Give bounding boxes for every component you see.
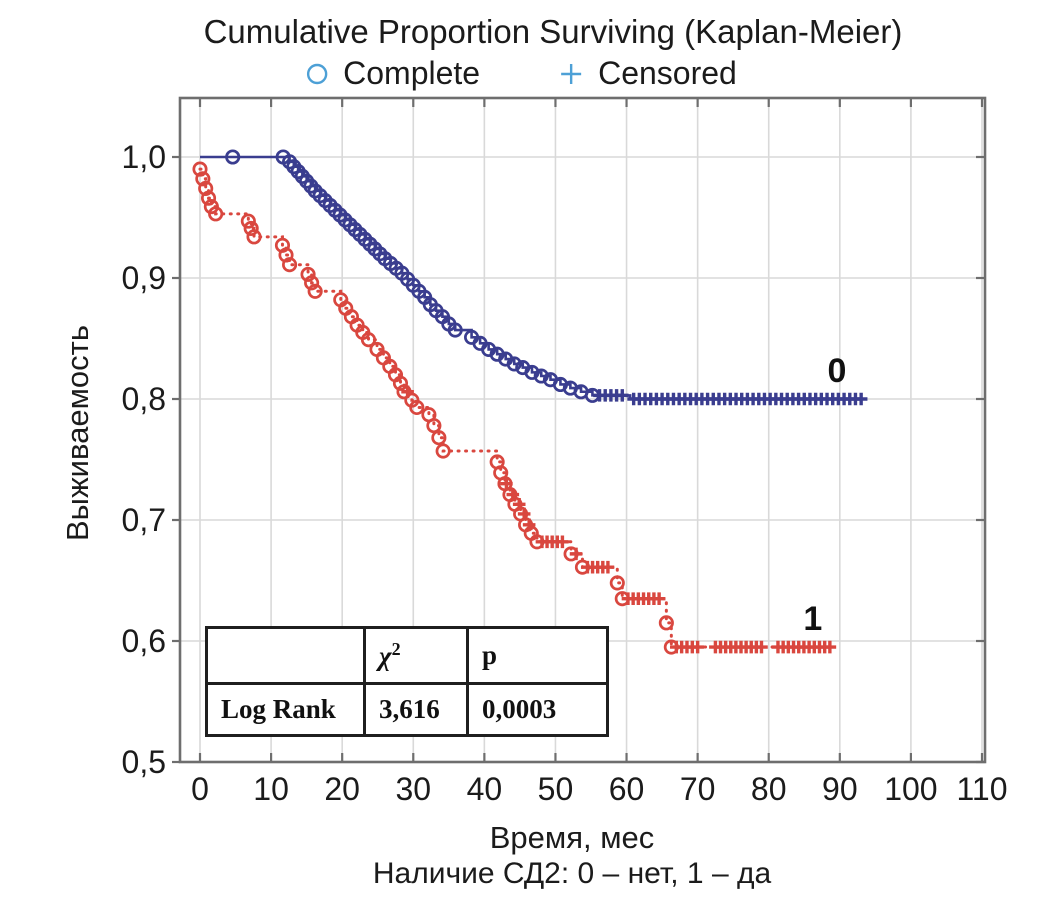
chi2-value-cell: 3,616 bbox=[363, 682, 469, 737]
event-circle-marker-0 bbox=[275, 149, 291, 165]
legend-item-complete: Complete bbox=[305, 55, 480, 92]
x-tick-label: 30 bbox=[395, 771, 431, 807]
y-tick-label: 0,6 bbox=[122, 623, 166, 659]
x-tick-label: 50 bbox=[538, 771, 574, 807]
x-tick-label: 70 bbox=[680, 771, 716, 807]
plot-legend: Complete Censored bbox=[305, 55, 737, 92]
x-tick-label: 20 bbox=[324, 771, 360, 807]
censored-plus-marker-1 bbox=[691, 640, 704, 654]
censored-plus-marker-icon bbox=[561, 63, 582, 84]
legend-label-complete: Complete bbox=[343, 55, 481, 91]
censored-plus-marker-1 bbox=[569, 547, 583, 561]
event-circle-marker-1 bbox=[243, 220, 259, 236]
log-rank-stats-table: χ2 p Log Rank 3,616 0,0003 bbox=[205, 626, 609, 737]
y-tick-label: 0,8 bbox=[122, 381, 166, 417]
event-circle-marker-1 bbox=[195, 171, 211, 187]
legend-item-censored: Censored bbox=[558, 55, 737, 92]
y-tick-label: 0,9 bbox=[122, 260, 166, 296]
chart-title: Cumulative Proportion Surviving (Kaplan-… bbox=[203, 13, 903, 50]
stats-header-empty-cell bbox=[205, 626, 366, 685]
event-circle-marker-1 bbox=[246, 229, 262, 245]
stats-header-chi2-cell: χ2 bbox=[363, 626, 469, 685]
event-circle-marker-1 bbox=[200, 190, 217, 206]
log-rank-label-cell: Log Rank bbox=[205, 682, 366, 737]
x-tick-label: 100 bbox=[884, 771, 937, 807]
chi-superscript: 2 bbox=[391, 639, 401, 659]
censored-plus-marker-0 bbox=[854, 392, 868, 406]
group-label-0: 0 bbox=[828, 352, 847, 390]
censored-plus-marker-1 bbox=[401, 385, 414, 399]
event-circle-marker-1 bbox=[240, 213, 256, 229]
stats-table-data-row: Log Rank 3,616 0,0003 bbox=[205, 682, 609, 737]
censored-plus-marker-1 bbox=[601, 560, 615, 574]
x-tick-label: 110 bbox=[956, 771, 1007, 807]
censored-plus-marker-1 bbox=[556, 535, 569, 549]
censored-plus-marker-1 bbox=[652, 592, 666, 605]
event-circle-marker-1 bbox=[658, 615, 674, 631]
event-circle-marker-1 bbox=[198, 180, 214, 197]
y-tick-label: 0,7 bbox=[122, 502, 166, 538]
event-circle-marker-1 bbox=[304, 275, 320, 291]
censored-plus-marker-1 bbox=[512, 497, 526, 511]
event-circle-marker-0 bbox=[225, 149, 241, 165]
chi-symbol: χ bbox=[379, 641, 392, 671]
event-circle-marker-1 bbox=[609, 575, 625, 591]
censored-plus-marker-1 bbox=[500, 477, 513, 490]
censored-plus-marker-1 bbox=[823, 640, 837, 654]
x-tick-label: 90 bbox=[822, 771, 858, 807]
group-label-1: 1 bbox=[803, 600, 822, 638]
event-circle-marker-1 bbox=[431, 430, 447, 446]
legend-label-censored: Censored bbox=[598, 55, 737, 91]
grouping-caption: Наличие СД2: 0 – нет, 1 – да bbox=[372, 857, 772, 890]
x-tick-label: 10 bbox=[253, 771, 289, 807]
event-circle-marker-1 bbox=[300, 266, 316, 282]
censored-plus-marker-0 bbox=[615, 389, 629, 402]
censored-plus-marker-1 bbox=[506, 488, 520, 501]
x-tick-label: 40 bbox=[467, 771, 503, 807]
event-circle-marker-1 bbox=[392, 375, 409, 391]
x-axis-title: Время, мес bbox=[489, 820, 655, 855]
event-circle-marker-0 bbox=[506, 356, 522, 372]
event-circle-marker-1 bbox=[282, 257, 298, 273]
km-curve-1 bbox=[198, 167, 835, 649]
stats-header-p-cell: p bbox=[466, 626, 609, 685]
y-axis-title: Выживаемость bbox=[60, 324, 95, 542]
x-tick-label: 60 bbox=[609, 771, 645, 807]
event-circle-marker-1 bbox=[360, 332, 377, 348]
complete-circle-marker-icon bbox=[306, 63, 328, 84]
event-circle-marker-1 bbox=[208, 206, 224, 222]
event-circle-marker-1 bbox=[192, 161, 208, 177]
event-circle-marker-1 bbox=[435, 443, 451, 459]
plot-frame bbox=[178, 96, 987, 764]
event-circle-marker-1 bbox=[307, 283, 323, 299]
censored-plus-marker-1 bbox=[517, 507, 531, 521]
event-circle-marker-1 bbox=[426, 418, 442, 434]
stats-table-header-row: χ2 p bbox=[205, 626, 609, 685]
x-tick-label: 0 bbox=[191, 771, 209, 807]
censored-plus-marker-1 bbox=[522, 518, 536, 532]
y-tick-label: 0,5 bbox=[122, 744, 166, 780]
x-tick-label: 80 bbox=[751, 771, 787, 807]
event-circle-marker-0 bbox=[524, 364, 540, 380]
event-circle-marker-1 bbox=[409, 399, 425, 416]
censored-plus-marker-1 bbox=[755, 640, 768, 654]
y-tick-label: 1,0 bbox=[122, 139, 166, 175]
event-circle-marker-0 bbox=[533, 368, 549, 384]
p-value-cell: 0,0003 bbox=[466, 682, 609, 737]
event-circle-marker-0 bbox=[447, 322, 463, 338]
